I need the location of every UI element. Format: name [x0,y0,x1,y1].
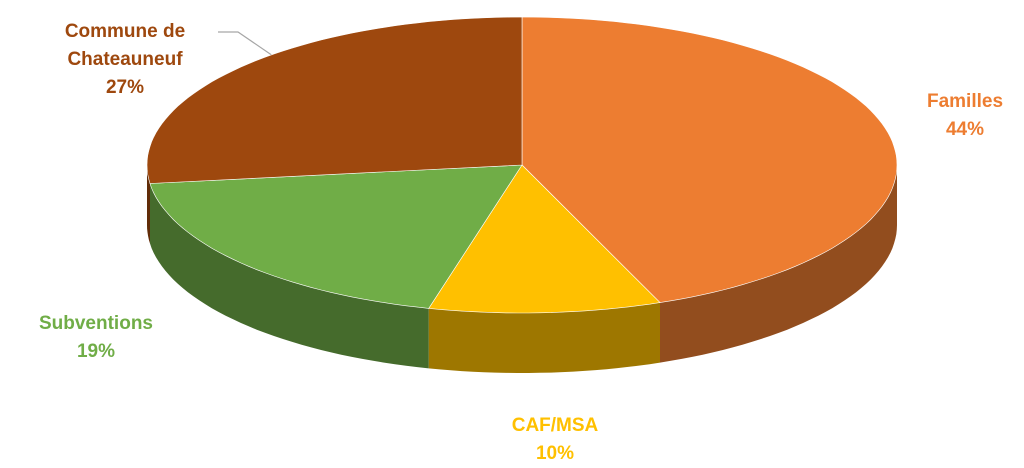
slice-side [428,302,660,373]
slice-side [147,165,150,244]
value-label: 10% [535,443,575,464]
slice-label: Subventions 19% [16,310,176,366]
pie-slice [521,16,898,303]
category-name: Subventions [38,313,153,334]
category-name: Familles [926,91,1004,112]
slice-label: Commune de Chateauneuf 27% [25,18,225,102]
category-name: Commune de Chateauneuf [64,21,186,70]
pie-sides [147,165,897,373]
slice-side [150,183,429,369]
slice-label: Familles 44% [895,88,1024,144]
leader-line [218,31,277,59]
slice-side [660,165,897,363]
pie-slice [428,164,661,314]
category-name: CAF/MSA [511,415,599,436]
pie-slice [149,164,523,309]
value-label: 19% [76,341,116,362]
pie-slice [146,16,523,184]
pie-top [146,16,898,314]
value-label: 44% [945,119,985,140]
value-label: 27% [105,77,145,98]
slice-label: CAF/MSA 10% [485,412,625,468]
